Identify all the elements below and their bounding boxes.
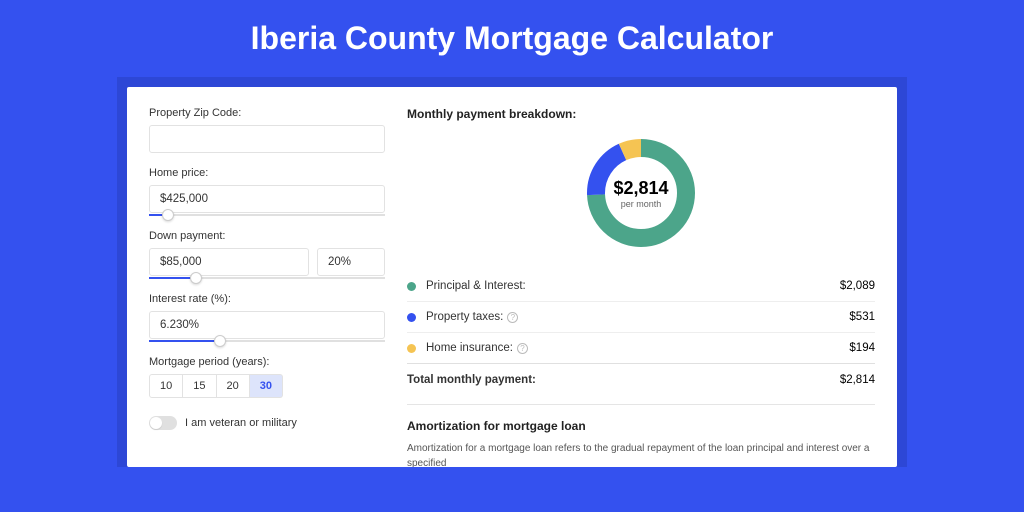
period-label: Mortgage period (years): xyxy=(149,356,385,368)
period-option-20[interactable]: 20 xyxy=(217,374,250,398)
total-row: Total monthly payment: $2,814 xyxy=(407,363,875,400)
legend-label-property_taxes: Property taxes:? xyxy=(426,311,849,323)
down-payment-field-group: Down payment: xyxy=(149,230,385,279)
legend-dot-principal_interest xyxy=(407,282,416,291)
amortization-title: Amortization for mortgage loan xyxy=(407,419,875,433)
legend-value-principal_interest: $2,089 xyxy=(840,280,875,292)
home-price-input[interactable] xyxy=(149,185,385,213)
legend-dot-home_insurance xyxy=(407,344,416,353)
veteran-toggle[interactable] xyxy=(149,416,177,430)
down-payment-label: Down payment: xyxy=(149,230,385,242)
veteran-label: I am veteran or military xyxy=(185,417,297,429)
amortization-section: Amortization for mortgage loan Amortizat… xyxy=(407,404,875,467)
total-label: Total monthly payment: xyxy=(407,374,840,386)
interest-input[interactable] xyxy=(149,311,385,339)
info-icon[interactable]: ? xyxy=(517,343,528,354)
legend-value-property_taxes: $531 xyxy=(849,311,875,323)
legend-label-principal_interest: Principal & Interest: xyxy=(426,280,840,292)
home-price-field-group: Home price: xyxy=(149,167,385,216)
legend-row-home_insurance: Home insurance:?$194 xyxy=(407,333,875,363)
zip-label: Property Zip Code: xyxy=(149,107,385,119)
amortization-text: Amortization for a mortgage loan refers … xyxy=(407,441,875,467)
legend-dot-property_taxes xyxy=(407,313,416,322)
period-option-30[interactable]: 30 xyxy=(250,374,283,398)
interest-field-group: Interest rate (%): xyxy=(149,293,385,342)
donut-container: $2,814 per month xyxy=(407,133,875,253)
donut-amount: $2,814 xyxy=(613,178,668,199)
breakdown-title: Monthly payment breakdown: xyxy=(407,107,875,121)
shadow-panel: Property Zip Code: Home price: Down paym… xyxy=(117,77,907,467)
down-payment-amount-input[interactable] xyxy=(149,248,309,276)
calculator-panel: Property Zip Code: Home price: Down paym… xyxy=(127,87,897,467)
donut-center: $2,814 per month xyxy=(581,133,701,253)
page-title: Iberia County Mortgage Calculator xyxy=(0,20,1024,57)
period-option-group: 10152030 xyxy=(149,374,385,398)
interest-label: Interest rate (%): xyxy=(149,293,385,305)
down-payment-slider-fill xyxy=(149,277,196,279)
total-value: $2,814 xyxy=(840,374,875,386)
period-option-10[interactable]: 10 xyxy=(149,374,183,398)
period-field-group: Mortgage period (years): 10152030 xyxy=(149,356,385,398)
down-payment-slider[interactable] xyxy=(149,277,385,279)
home-price-label: Home price: xyxy=(149,167,385,179)
down-payment-percent-input[interactable] xyxy=(317,248,385,276)
period-option-15[interactable]: 15 xyxy=(183,374,216,398)
info-icon[interactable]: ? xyxy=(507,312,518,323)
legend-row-property_taxes: Property taxes:?$531 xyxy=(407,302,875,333)
home-price-slider-thumb[interactable] xyxy=(162,209,174,221)
breakdown-column: Monthly payment breakdown: $2,814 per mo… xyxy=(399,87,897,467)
donut-sub: per month xyxy=(621,199,662,209)
interest-slider-thumb[interactable] xyxy=(214,335,226,347)
interest-slider[interactable] xyxy=(149,340,385,342)
veteran-toggle-row: I am veteran or military xyxy=(149,416,385,430)
interest-slider-fill xyxy=(149,340,220,342)
legend-label-home_insurance: Home insurance:? xyxy=(426,342,849,354)
legend-value-home_insurance: $194 xyxy=(849,342,875,354)
legend-list: Principal & Interest:$2,089Property taxe… xyxy=(407,271,875,363)
zip-field-group: Property Zip Code: xyxy=(149,107,385,153)
home-price-slider[interactable] xyxy=(149,214,385,216)
donut-chart: $2,814 per month xyxy=(581,133,701,253)
down-payment-slider-thumb[interactable] xyxy=(190,272,202,284)
inputs-column: Property Zip Code: Home price: Down paym… xyxy=(127,87,399,467)
legend-row-principal_interest: Principal & Interest:$2,089 xyxy=(407,271,875,302)
zip-input[interactable] xyxy=(149,125,385,153)
